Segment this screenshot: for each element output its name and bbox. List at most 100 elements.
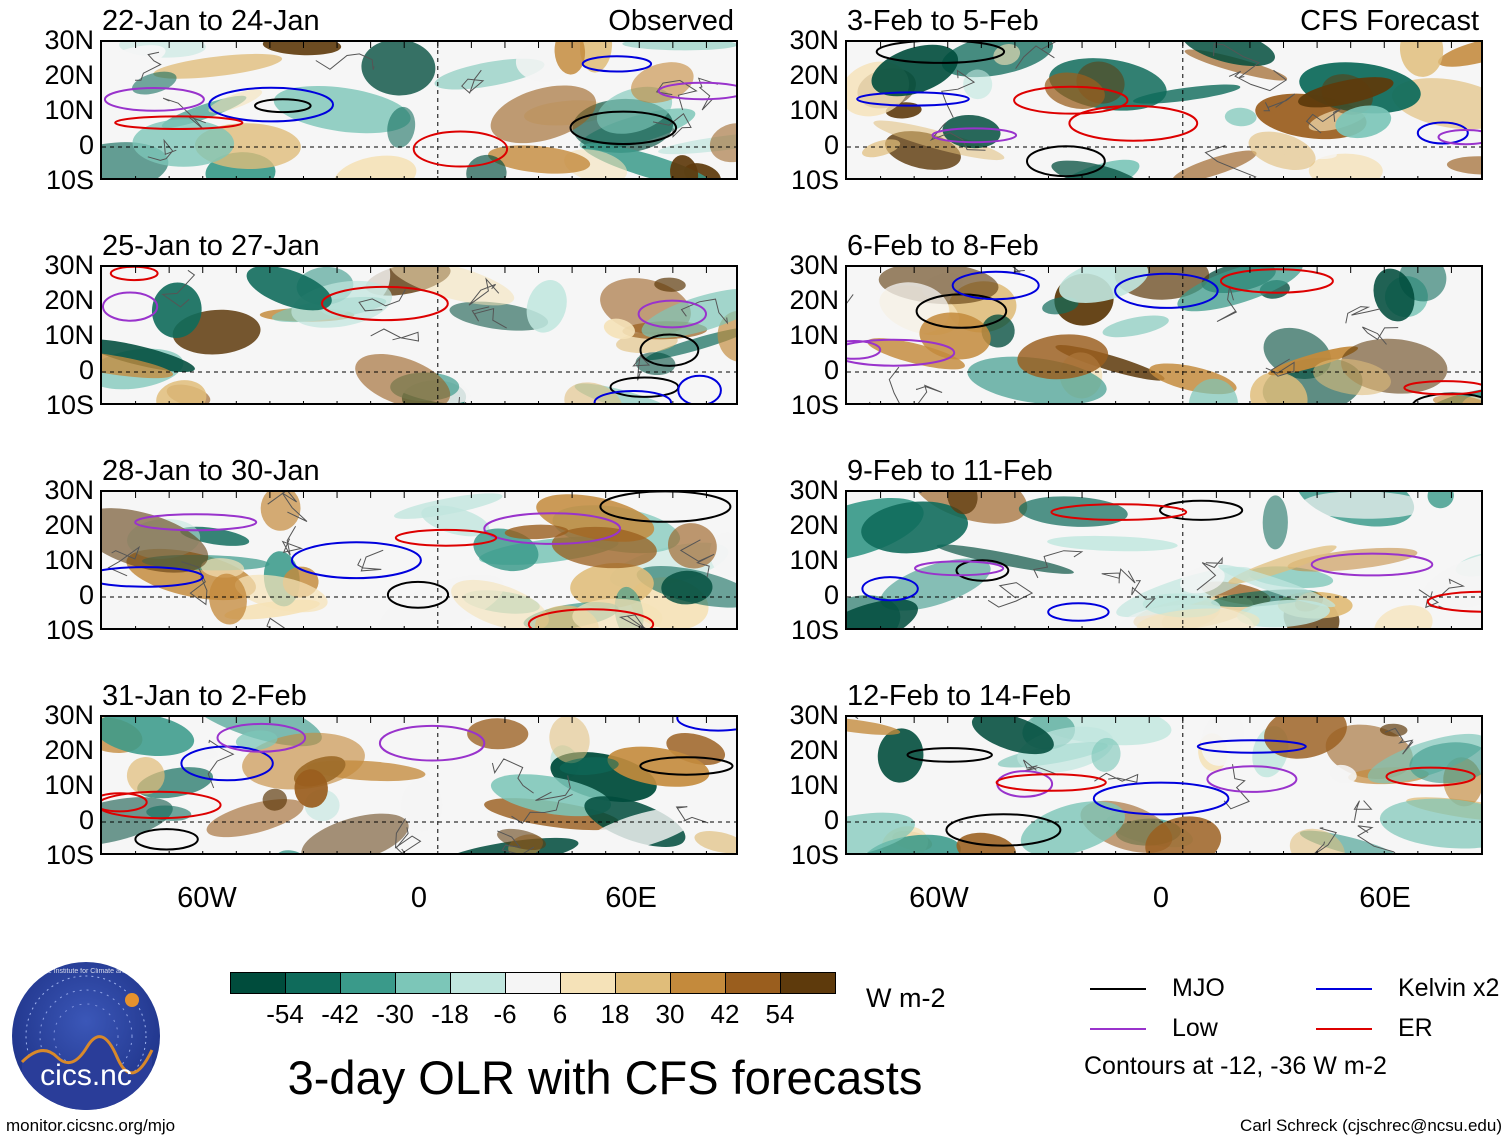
olr-anomaly-cell [1301, 492, 1427, 519]
olr-anomaly-cell [361, 42, 436, 96]
olr-anomaly-cell [449, 301, 549, 331]
coastline [1356, 825, 1396, 853]
contour-kelvin-x2 [1114, 272, 1219, 309]
y-tick-label: 20N [44, 510, 94, 540]
contour-er [1385, 766, 1476, 787]
contour-kelvin-x2 [856, 91, 970, 107]
olr-anomaly-cell [1379, 723, 1408, 737]
contour-er [321, 285, 449, 322]
y-tick-label: 10S [45, 840, 94, 870]
olr-anomaly-cell [1047, 535, 1178, 552]
olr-anomaly-cell [387, 106, 416, 148]
olr-anomaly-cell [1177, 267, 1303, 312]
y-tick-label: 30N [44, 250, 94, 280]
olr-map-svg [847, 717, 1481, 853]
y-tick-label: 10S [45, 165, 94, 195]
olr-anomaly-cell [1042, 297, 1079, 315]
olr-anomaly-cell [242, 732, 365, 790]
olr-map-panel [100, 40, 738, 180]
coastline [1265, 358, 1295, 377]
coastline [1094, 772, 1139, 783]
olr-anomaly-cell [277, 850, 303, 853]
olr-map-svg [847, 42, 1481, 178]
cicsnc-logo: cics.nc Cooperative Institute for Climat… [12, 962, 160, 1110]
contour-note: Contours at -12, -36 W m-2 [1084, 1052, 1387, 1080]
contour-er [102, 792, 148, 813]
coastline [680, 298, 729, 325]
olr-anomaly-cell [1133, 84, 1241, 104]
colorbar-tick-label: -42 [321, 999, 359, 1029]
olr-anomaly-cell [554, 42, 586, 75]
olr-anomaly-cell [956, 832, 1016, 853]
olr-anomaly-cell [504, 524, 569, 540]
y-tick-label: 30N [789, 250, 839, 280]
olr-anomaly-cell [1446, 156, 1481, 175]
contour-mjo [955, 559, 1010, 582]
coastline [1033, 550, 1084, 579]
olr-anomaly-cell [1050, 159, 1140, 178]
coastline [1223, 764, 1250, 810]
coastline [1131, 580, 1156, 608]
contour-er [1050, 503, 1188, 521]
coastline [461, 69, 485, 94]
chart-title: 3-day OLR with CFS forecasts [287, 1051, 923, 1104]
y-tick-label: 30N [789, 475, 839, 505]
contour-low [378, 724, 486, 762]
contour-er [1219, 268, 1334, 294]
contour-mjo [254, 98, 312, 114]
olr-anomaly-cell [694, 831, 736, 853]
y-tick-label: 30N [789, 700, 839, 730]
coastline [358, 289, 406, 312]
olr-anomaly-cell [497, 828, 546, 850]
olr-anomaly-cell [1373, 268, 1415, 322]
contour-kelvin-x2 [861, 576, 919, 602]
olr-map-svg [102, 42, 736, 178]
olr-anomaly-cell [603, 318, 635, 340]
y-tick-label: 20N [44, 735, 94, 765]
coastline [1012, 267, 1025, 273]
footer-url[interactable]: monitor.cicsnc.org/mjo [6, 1116, 176, 1135]
olr-anomaly-cell [102, 350, 174, 379]
olr-anomaly-cell [861, 501, 968, 554]
panel-title: 22-Jan to 24-Jan [102, 5, 320, 37]
contour-low [103, 87, 205, 112]
colorbar-tick-label: -18 [431, 999, 469, 1029]
olr-anomaly-cell [209, 573, 247, 625]
colorbar-swatch [725, 972, 781, 994]
coastline [161, 269, 196, 308]
olr-anomaly-cell [971, 717, 1054, 755]
contour-kelvin-x2 [677, 374, 722, 403]
olr-map-panel [100, 490, 738, 630]
olr-map-panel [845, 40, 1483, 180]
olr-anomaly-cell [1102, 315, 1169, 338]
olr-anomaly-cell [1308, 153, 1383, 178]
coastline [1101, 568, 1136, 584]
contour-low [914, 560, 1005, 577]
olr-anomaly-cell [1224, 107, 1257, 127]
olr-anomaly-cell [847, 717, 901, 735]
olr-anomaly-cell [1136, 608, 1260, 628]
panel-title: 3-Feb to 5-Feb [847, 5, 1039, 37]
y-tick-label: 0 [78, 130, 94, 160]
colorbar-swatch [560, 972, 616, 994]
contour-mjo [386, 580, 450, 609]
panel-column-label: CFS Forecast [1300, 5, 1479, 37]
olr-anomaly-cell [102, 339, 195, 373]
logo-ring-text: Cooperative Institute for Climate and Sa… [14, 968, 158, 975]
olr-anomaly-cell [1017, 334, 1109, 380]
contour-kelvin-x2 [676, 717, 736, 732]
olr-anomaly-cell [1427, 492, 1454, 509]
contour-mjo [906, 747, 993, 763]
olr-anomaly-cell [847, 599, 918, 628]
colorbar-tick-label: 42 [710, 999, 740, 1029]
legend-label: MJO [1172, 974, 1225, 1002]
y-tick-label: 10N [789, 320, 839, 350]
y-tick-label: 20N [44, 60, 94, 90]
y-tick-label: 10S [45, 390, 94, 420]
coastline [915, 384, 943, 403]
olr-anomaly-cell [132, 119, 235, 167]
colorbar-tick-label: -54 [266, 999, 304, 1029]
x-tick-label: 60W [177, 882, 237, 914]
coastline [281, 526, 304, 556]
contour-mjo [1026, 145, 1106, 178]
